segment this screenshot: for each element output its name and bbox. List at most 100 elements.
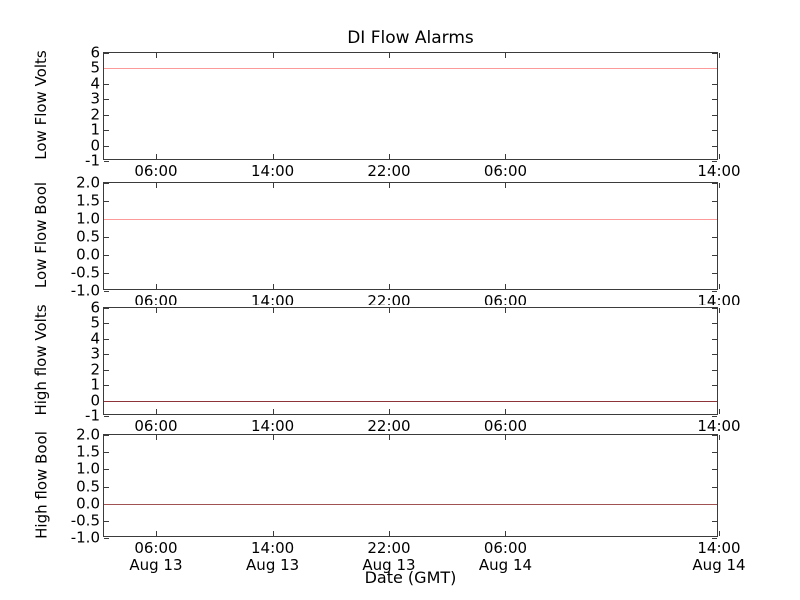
y-tick-right-3-1 (712, 520, 717, 522)
y-tick-label-2-5: 4 (90, 329, 100, 348)
x-tick-top-2-4 (719, 308, 720, 313)
x-tick-top-3-3 (505, 435, 507, 440)
x-tick-top-0-1 (272, 53, 274, 58)
y-tick-2-6 (104, 323, 109, 325)
x-tick-label-3-4: 14:00 Aug 14 (692, 539, 746, 574)
y-tick-label-0-1: 0 (90, 136, 100, 155)
plot-area-0 (104, 53, 717, 159)
y-tick-0-3 (104, 114, 109, 116)
y-tick-2-3 (104, 369, 109, 371)
y-tick-3-3 (104, 486, 109, 488)
subplot-3: -1.0 -0.5 0.0 0.5 1.0 1.5 2.0 06:00 Aug 13 14:00 A… (71, 427, 746, 573)
y-tick-label-3-6: 2.0 (76, 425, 100, 444)
y-tick-label-3-2: 0.0 (76, 494, 100, 513)
y-tick-label-3-5: 1.5 (76, 442, 100, 461)
y-tick-label-0-2: 1 (90, 120, 100, 139)
x-tick-top-1-3 (505, 183, 507, 188)
y-tick-0-7 (104, 53, 109, 54)
y-tick-1-0 (104, 291, 109, 292)
x-tick-2-0 (155, 409, 157, 414)
y-tick-right-0-3 (712, 114, 717, 116)
x-tick-2-2 (388, 409, 390, 414)
y-tick-right-1-1 (712, 273, 717, 274)
x-tick-top-3-0 (155, 435, 157, 440)
x-tick-3-4 (719, 531, 720, 536)
data-line-2-0 (104, 400, 717, 402)
y-tick-0-5 (104, 83, 109, 85)
y-tick-3-4 (104, 469, 109, 471)
y-tick-right-3-3 (712, 486, 717, 488)
x-tick-label-3-0: 06:00 Aug 13 (129, 539, 183, 574)
x-tick-top-0-2 (388, 53, 390, 58)
x-tick-3-0 (155, 531, 157, 536)
y-tick-1-5 (104, 201, 109, 202)
y-tick-right-3-4 (712, 469, 717, 471)
y-tick-right-2-6 (712, 323, 717, 325)
y-tick-right-0-5 (712, 83, 717, 85)
y-tick-label-1-0: -1.0 (70, 281, 100, 300)
y-tick-label-1-1: -0.5 (70, 263, 100, 282)
x-tick-top-1-4 (719, 183, 720, 188)
y-axis-label-3: High flow Bool (32, 430, 50, 539)
y-tick-right-2-4 (712, 354, 717, 356)
x-tick-1-0 (155, 284, 157, 289)
y-tick-0-1 (104, 145, 109, 147)
x-tick-2-3 (505, 409, 507, 414)
data-line-3-0 (104, 503, 717, 505)
y-tick-2-5 (104, 338, 109, 340)
x-tick-top-1-1 (272, 183, 274, 188)
x-tick-0-1 (272, 154, 274, 159)
y-tick-right-3-6 (712, 435, 717, 436)
x-tick-top-2-1 (272, 308, 274, 313)
y-tick-3-5 (104, 452, 109, 454)
y-tick-label-2-2: 1 (90, 375, 100, 394)
x-tick-0-2 (388, 154, 390, 159)
y-tick-right-0-2 (712, 130, 717, 132)
plot-area-1 (104, 183, 717, 289)
x-tick-top-3-2 (388, 435, 390, 440)
y-tick-1-1 (104, 273, 109, 274)
y-tick-3-0 (104, 538, 109, 539)
y-tick-2-0 (104, 416, 109, 417)
plot-area-3 (104, 435, 717, 536)
y-tick-label-1-6: 2.0 (76, 173, 100, 192)
y-tick-right-3-0 (712, 538, 717, 539)
x-tick-top-2-0 (155, 308, 157, 313)
x-tick-top-1-2 (388, 183, 390, 188)
y-tick-right-2-5 (712, 338, 717, 340)
x-tick-top-0-0 (155, 53, 157, 58)
x-tick-top-1-0 (155, 183, 157, 188)
data-line-0-0 (104, 68, 717, 70)
y-tick-0-4 (104, 99, 109, 101)
y-tick-right-0-7 (712, 53, 717, 54)
y-tick-right-1-3 (712, 237, 717, 238)
y-tick-label-2-0: -1 (85, 406, 100, 425)
y-tick-label-0-3: 2 (90, 105, 100, 124)
x-tick-label-3-2: 22:00 Aug 13 (362, 539, 416, 574)
y-tick-1-3 (104, 237, 109, 238)
y-tick-label-0-5: 4 (90, 74, 100, 93)
x-tick-top-0-4 (719, 53, 720, 58)
x-tick-top-2-2 (388, 308, 390, 313)
y-tick-label-2-4: 3 (90, 344, 100, 363)
x-tick-3-2 (388, 531, 390, 536)
y-tick-label-3-1: -0.5 (70, 511, 100, 530)
plot-area-2 (104, 308, 717, 414)
y-tick-0-2 (104, 130, 109, 132)
x-tick-top-3-4 (719, 435, 720, 440)
y-tick-label-1-4: 1.0 (76, 209, 100, 228)
y-tick-label-2-3: 2 (90, 360, 100, 379)
x-tick-label-3-1: 14:00 Aug 13 (246, 539, 300, 574)
y-tick-right-2-0 (712, 416, 717, 417)
x-tick-0-0 (155, 154, 157, 159)
y-tick-label-0-6: 5 (90, 58, 100, 77)
y-tick-2-2 (104, 385, 109, 387)
y-tick-right-2-3 (712, 369, 717, 371)
x-axis-label: Date (GMT) (364, 568, 457, 587)
y-tick-1-6 (104, 183, 109, 184)
y-tick-label-2-7: 6 (90, 298, 100, 317)
y-tick-label-3-3: 0.5 (76, 477, 100, 495)
y-tick-right-1-0 (712, 291, 717, 292)
